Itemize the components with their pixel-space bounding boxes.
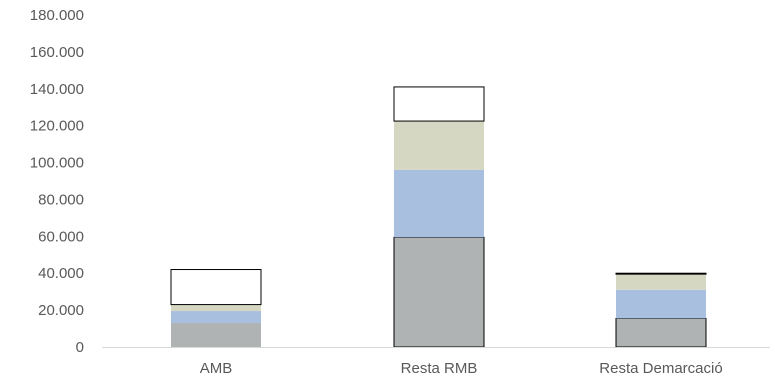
bar-segment-3 — [616, 274, 706, 290]
bars — [170, 86, 707, 348]
y-tick-label: 100.000 — [30, 155, 84, 172]
y-tick-label: 180.000 — [30, 7, 84, 24]
y-tick-label: 40.000 — [38, 265, 84, 282]
y-tick-label: 80.000 — [38, 191, 84, 208]
y-tick-label: 20.000 — [38, 302, 84, 319]
y-tick-label: 160.000 — [30, 44, 84, 61]
bar-segment-1 — [171, 323, 261, 347]
y-tick-label: 140.000 — [30, 81, 84, 98]
bar-segment-2 — [171, 311, 261, 324]
bar-segment-4 — [615, 272, 707, 275]
bar-segment-2 — [616, 289, 706, 319]
y-tick-label: 120.000 — [30, 118, 84, 135]
bar-segment-4 — [393, 86, 485, 122]
x-tick-label: Resta RMB — [401, 360, 478, 377]
bar-segment-4 — [170, 269, 262, 306]
bar-segment-3 — [171, 304, 261, 312]
bar-segment-2 — [394, 169, 484, 238]
y-axis: 0 20.000 40.000 60.000 80.000 100.000 120.000 1… — [30, 7, 84, 356]
x-axis: AMB Resta RMB Resta Demarcació — [200, 360, 723, 377]
x-tick-label: AMB — [200, 360, 233, 377]
y-tick-label: 60.000 — [38, 228, 84, 245]
x-tick-label: Resta Demarcació — [599, 360, 722, 377]
y-tick-label: 0 — [76, 339, 84, 356]
bar-segment-3 — [394, 121, 484, 170]
bar-segment-1 — [393, 236, 485, 348]
bar-segment-1 — [615, 317, 707, 348]
